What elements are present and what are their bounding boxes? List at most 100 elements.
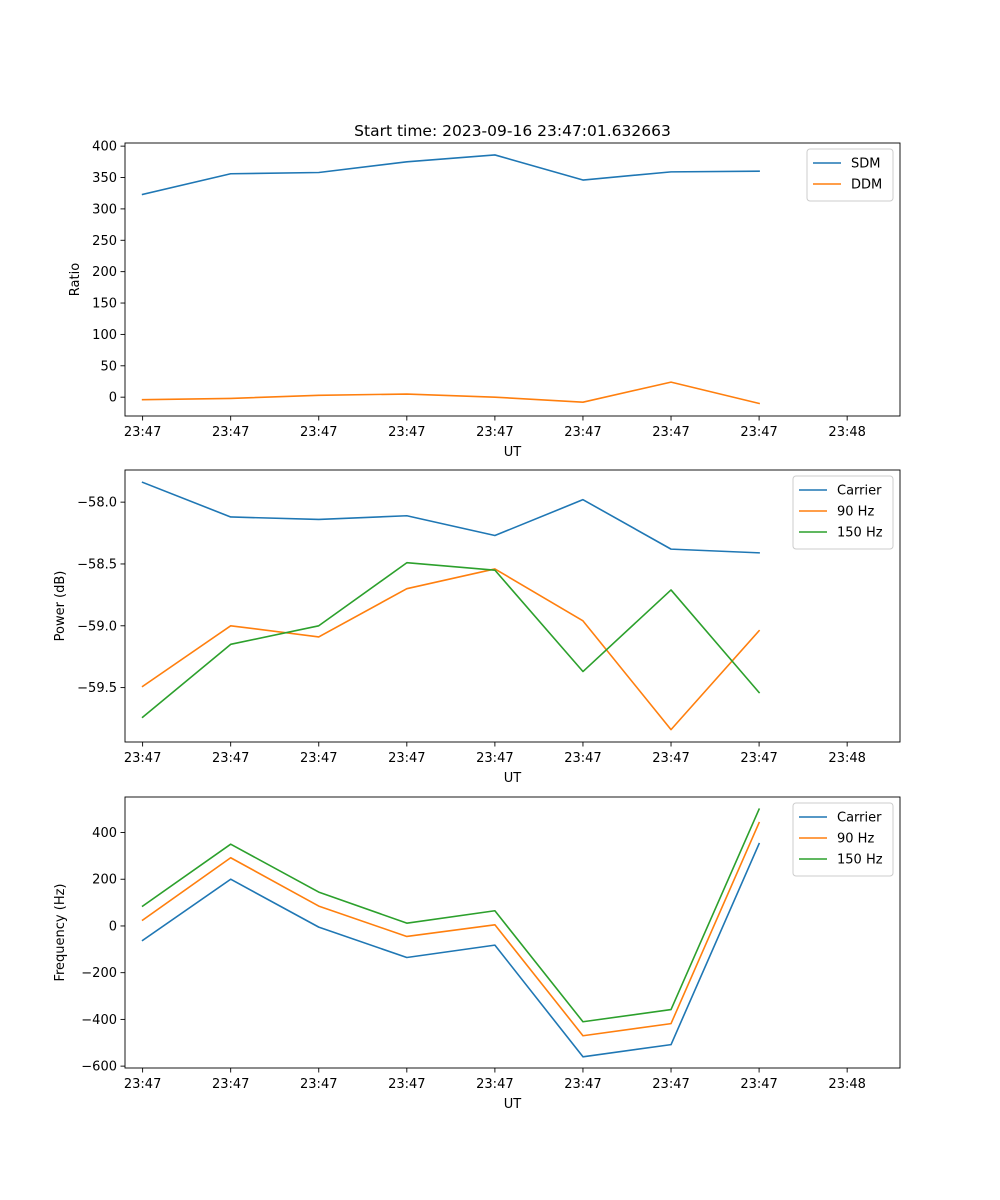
data-point-90-hz-3 <box>318 636 320 638</box>
data-point-ddm-4 <box>406 393 408 395</box>
data-point-carrier-8 <box>758 552 760 554</box>
legend-label-90-hz: 90 Hz <box>837 505 874 520</box>
data-point-ddm-2 <box>230 397 232 399</box>
data-point-carrier-8 <box>758 843 760 845</box>
data-point-carrier-2 <box>230 878 232 880</box>
data-point-90-hz-5 <box>494 924 496 926</box>
data-point-150-hz-2 <box>230 843 232 845</box>
x-tick-label: 23:47 <box>740 1077 777 1092</box>
data-point-90-hz-1 <box>142 685 144 687</box>
data-point-sdm-1 <box>142 193 144 195</box>
x-tick-label: 23:47 <box>124 751 161 766</box>
data-point-150-hz-1 <box>142 905 144 907</box>
data-point-sdm-6 <box>582 179 584 181</box>
legend-label-ddm: DDM <box>851 178 882 193</box>
y-tick-label: 400 <box>92 140 117 155</box>
data-point-carrier-6 <box>582 499 584 501</box>
x-tick-label: 23:47 <box>124 1077 161 1092</box>
data-point-90-hz-4 <box>406 588 408 590</box>
legend-label-150-hz: 150 Hz <box>837 526 883 541</box>
y-tick-label: −600 <box>81 1060 117 1075</box>
x-tick-label: 23:47 <box>652 1077 689 1092</box>
subplot-2: 23:47 23:47 23:47 23:47 23:47 23:47 23:47 23:47… <box>53 469 901 786</box>
data-point-90-hz-2 <box>230 625 232 627</box>
data-point-ddm-8 <box>758 402 760 404</box>
x-tick-label: 23:47 <box>476 425 513 440</box>
x-tick-label: 23:47 <box>212 425 249 440</box>
x-tick-label: 23:47 <box>740 751 777 766</box>
data-point-carrier-4 <box>406 515 408 517</box>
series-line-ddm <box>141 381 761 405</box>
y-tick-label: −58.0 <box>77 496 117 511</box>
data-point-sdm-4 <box>406 161 408 163</box>
data-point-carrier-1 <box>142 939 144 941</box>
x-axis-label: UT <box>504 771 522 786</box>
axes-frame <box>124 142 901 417</box>
series-line-sdm <box>141 154 760 196</box>
y-tick-label: 50 <box>100 359 117 374</box>
data-point-carrier-2 <box>230 516 232 518</box>
y-tick-label: −59.0 <box>77 619 117 634</box>
x-tick-label: 23:47 <box>388 751 425 766</box>
y-tick-label: 400 <box>92 826 117 841</box>
data-point-90-hz-2 <box>230 857 232 859</box>
data-point-150-hz-5 <box>494 910 496 912</box>
legend-label-90-hz: 90 Hz <box>837 832 874 847</box>
data-point-90-hz-8 <box>758 630 760 632</box>
series-line-150-hz <box>141 561 761 719</box>
y-tick-label: 250 <box>92 234 117 249</box>
data-point-carrier-1 <box>142 481 144 483</box>
data-point-sdm-2 <box>230 173 232 175</box>
data-point-carrier-7 <box>670 1044 672 1046</box>
x-tick-label: 23:47 <box>300 1077 337 1092</box>
data-point-90-hz-7 <box>670 1023 672 1025</box>
data-point-150-hz-7 <box>670 589 672 591</box>
x-axis-label: UT <box>504 445 522 460</box>
subplot-3: 23:47 23:47 23:47 23:47 23:47 23:47 23:47 23:47… <box>53 796 901 1112</box>
y-tick-label: 200 <box>92 265 117 280</box>
x-tick-label: 23:48 <box>828 1077 865 1092</box>
data-point-carrier-6 <box>582 1056 584 1058</box>
data-point-90-hz-8 <box>758 822 760 824</box>
x-tick-label: 23:48 <box>828 751 865 766</box>
x-tick-label: 23:47 <box>212 751 249 766</box>
data-point-150-hz-1 <box>142 716 144 718</box>
y-tick-label: −200 <box>81 966 117 981</box>
legend-label-sdm: SDM <box>851 157 880 172</box>
data-point-90-hz-4 <box>406 935 408 937</box>
data-point-90-hz-7 <box>670 729 672 731</box>
x-tick-label: 23:47 <box>476 751 513 766</box>
data-point-90-hz-6 <box>582 1035 584 1037</box>
x-tick-label: 23:47 <box>388 425 425 440</box>
axes-frame <box>124 796 901 1069</box>
legend-label-150-hz: 150 Hz <box>837 853 883 868</box>
data-point-ddm-7 <box>670 381 672 383</box>
data-point-ddm-3 <box>318 394 320 396</box>
x-tick-label: 23:48 <box>828 425 865 440</box>
x-tick-label: 23:47 <box>652 751 689 766</box>
data-point-90-hz-6 <box>582 620 584 622</box>
x-tick-label: 23:47 <box>300 751 337 766</box>
data-point-carrier-3 <box>318 518 320 520</box>
data-point-carrier-5 <box>494 535 496 537</box>
data-point-150-hz-5 <box>494 569 496 571</box>
y-axis-label: Power (dB) <box>53 571 68 642</box>
x-axis-label: UT <box>504 1097 522 1112</box>
data-point-90-hz-3 <box>318 905 320 907</box>
y-tick-label: −58.5 <box>77 557 117 572</box>
x-tick-label: 23:47 <box>564 751 601 766</box>
y-axis-label: Frequency (Hz) <box>53 883 68 981</box>
y-tick-label: 350 <box>92 171 117 186</box>
data-point-carrier-5 <box>494 944 496 946</box>
x-tick-label: 23:47 <box>740 425 777 440</box>
data-point-ddm-1 <box>142 399 144 401</box>
y-tick-label: 200 <box>92 873 117 888</box>
series-line-carrier <box>141 481 760 554</box>
data-point-ddm-5 <box>494 396 496 398</box>
data-point-sdm-3 <box>318 172 320 174</box>
data-point-150-hz-7 <box>670 1009 672 1011</box>
x-tick-label: 23:47 <box>388 1077 425 1092</box>
x-tick-label: 23:47 <box>652 425 689 440</box>
data-point-sdm-8 <box>758 170 760 172</box>
